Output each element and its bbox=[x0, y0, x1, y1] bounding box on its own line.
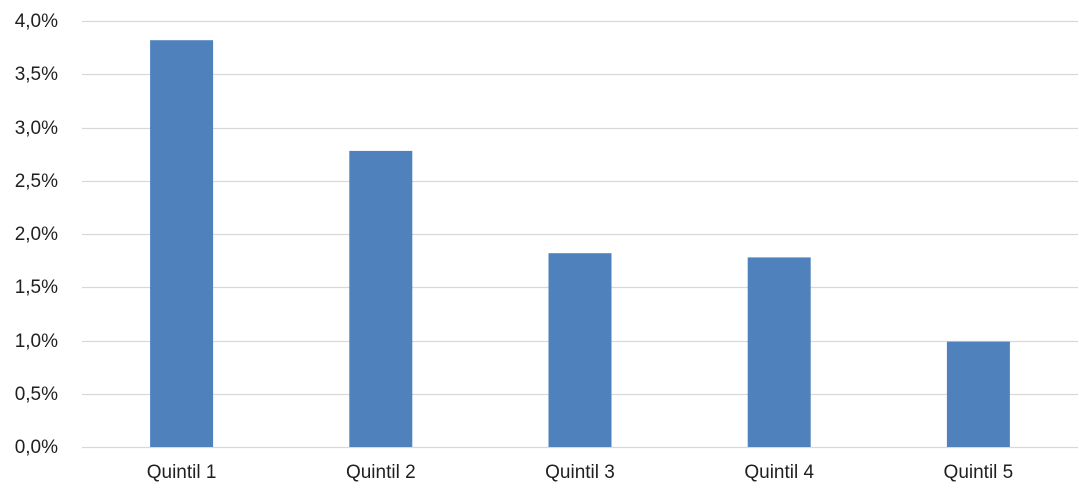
y-tick-label: 3,0% bbox=[15, 118, 58, 139]
y-tick-label: 4,0% bbox=[15, 11, 58, 32]
y-tick-label: 2,5% bbox=[15, 171, 58, 192]
bar-quintil-2 bbox=[349, 150, 413, 447]
y-tick-label: 1,0% bbox=[15, 331, 58, 352]
x-category-label: Quintil 4 bbox=[744, 462, 814, 483]
y-tick-label: 1,5% bbox=[15, 277, 58, 298]
y-axis-ticks: 0,0% 0,5% 1,0% 1,5% 2,0% 2,5% 3,0% 3,5% 4,0% bbox=[15, 11, 58, 458]
bar-quintil-5 bbox=[946, 341, 1010, 447]
x-category-label: Quintil 1 bbox=[147, 462, 217, 483]
x-category-label: Quintil 2 bbox=[346, 462, 416, 483]
y-tick-label: 0,5% bbox=[15, 384, 58, 405]
x-category-label: Quintil 3 bbox=[545, 462, 615, 483]
y-tick-label: 0,0% bbox=[15, 437, 58, 458]
y-tick-label: 2,0% bbox=[15, 224, 58, 245]
bars bbox=[150, 40, 1010, 447]
y-tick-label: 3,5% bbox=[15, 64, 58, 85]
bar-quintil-4 bbox=[747, 257, 811, 447]
bar-quintil-3 bbox=[548, 253, 612, 447]
x-category-label: Quintil 5 bbox=[944, 462, 1014, 483]
x-axis-categories: Quintil 1 Quintil 2 Quintil 3 Quintil 4 Quin… bbox=[147, 462, 1014, 483]
gridlines bbox=[82, 20, 1078, 449]
bar-quintil-1 bbox=[150, 40, 214, 447]
